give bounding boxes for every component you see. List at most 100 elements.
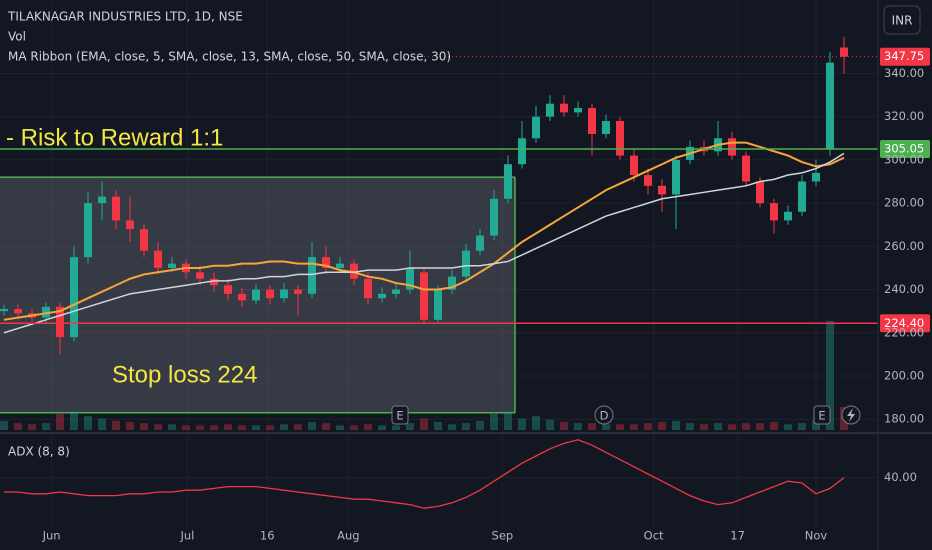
- ma-label: MA Ribbon (EMA, close, 5, SMA, close, 13…: [8, 50, 451, 64]
- price-tag: [880, 139, 930, 158]
- volume-bar: [0, 420, 8, 430]
- annotation: - Risk to Reward 1:1: [6, 124, 223, 151]
- candle-body: [840, 47, 848, 57]
- volume-bar: [826, 320, 834, 430]
- candle-body: [812, 172, 820, 182]
- x-tick-label: Jul: [179, 529, 194, 543]
- candle-body: [42, 306, 50, 318]
- volume-bar: [812, 420, 820, 430]
- volume-bar: [42, 423, 50, 430]
- candle-body: [70, 257, 78, 338]
- candle-body: [0, 308, 8, 312]
- candle-body: [98, 196, 106, 204]
- volume-bar: [420, 418, 428, 430]
- volume-bar: [238, 425, 246, 430]
- candle-body: [798, 181, 806, 212]
- candle-body: [210, 278, 218, 286]
- candle-body: [350, 263, 358, 279]
- candle-body: [448, 276, 456, 290]
- candle-body: [252, 289, 260, 301]
- candle-body: [742, 155, 750, 182]
- candle-body: [504, 164, 512, 199]
- candle-body: [602, 121, 610, 134]
- price-tag-label: 224.40: [884, 316, 924, 330]
- candle-body: [308, 257, 316, 294]
- y-tick-label: 220.00: [884, 325, 924, 339]
- volume-bar: [784, 424, 792, 430]
- y-tick-label: 200.00: [884, 368, 924, 382]
- volume-bar: [126, 421, 134, 430]
- volume-bar: [672, 420, 680, 430]
- y-tick-label: 340.00: [884, 66, 924, 80]
- volume-bar: [84, 416, 92, 430]
- volume-bar: [364, 424, 372, 430]
- candle-body: [224, 285, 232, 294]
- volume-bar: [112, 420, 120, 430]
- candle-body: [266, 289, 274, 299]
- volume-bar: [546, 419, 554, 430]
- candle-body: [588, 108, 596, 134]
- candle-body: [112, 196, 120, 221]
- volume-bar: [504, 411, 512, 430]
- volume-bar: [56, 413, 64, 430]
- volume-bar: [490, 413, 498, 430]
- volume-bar: [336, 425, 344, 430]
- candle-body: [126, 220, 134, 230]
- candle-body: [770, 203, 778, 221]
- candle-body: [826, 62, 834, 150]
- x-tick-label: Aug: [337, 529, 359, 543]
- x-tick-label: Oct: [644, 529, 664, 543]
- candle-body: [336, 263, 344, 268]
- currency-button[interactable]: [883, 5, 921, 35]
- candle-body: [756, 181, 764, 204]
- price-tag: [880, 47, 930, 66]
- volume-bar: [532, 416, 540, 430]
- candle-body: [196, 272, 204, 279]
- volume-bar: [658, 421, 666, 430]
- volume-bar: [742, 423, 750, 430]
- volume-bar: [322, 423, 330, 430]
- volume-bar: [560, 421, 568, 430]
- volume-bar: [14, 423, 22, 430]
- event-label: D: [600, 409, 609, 423]
- volume-bar: [616, 424, 624, 430]
- candle-body: [14, 308, 22, 314]
- candle-body: [140, 229, 148, 251]
- currency[interactable]: INR: [892, 14, 913, 28]
- candle-body: [518, 138, 526, 165]
- candle-body: [560, 103, 568, 113]
- volume-bar: [168, 424, 176, 430]
- candle-body: [644, 175, 652, 186]
- grid: [0, 0, 878, 528]
- candle-body: [392, 289, 400, 294]
- volume-bar: [644, 423, 652, 430]
- candle-body: [532, 116, 540, 139]
- x-tick-label: Sep: [492, 529, 514, 543]
- volume-bar: [28, 424, 36, 430]
- volume-bar: [434, 421, 442, 430]
- candle-body: [364, 278, 372, 299]
- y-tick-label: 180.00: [884, 412, 924, 426]
- event-marker: [813, 405, 831, 425]
- volume-bar: [154, 424, 162, 430]
- candle-body: [434, 289, 442, 320]
- annotation: Stop loss 224: [112, 361, 257, 388]
- volume-bar: [210, 425, 218, 430]
- candle-body: [476, 235, 484, 251]
- volume-bar: [294, 424, 302, 430]
- price-tag-label: 305.05: [884, 141, 924, 155]
- candle-body: [728, 138, 736, 156]
- x-tick-label: Nov: [805, 529, 828, 543]
- volume-bar: [602, 424, 610, 430]
- volume-bar: [714, 423, 722, 430]
- candle-body: [420, 272, 428, 320]
- event-label: E: [396, 409, 403, 423]
- candle-body: [294, 289, 302, 294]
- volume-bar: [224, 424, 232, 430]
- volume-bar: [392, 425, 400, 430]
- candle-body: [406, 267, 414, 290]
- event-label: E: [818, 409, 825, 423]
- candle-body: [574, 108, 582, 113]
- volume-bar: [252, 425, 260, 430]
